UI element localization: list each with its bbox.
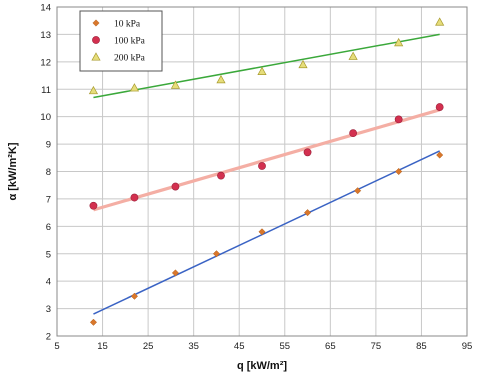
x-tick-labels: 5 15 25 35 45 55 65 75 85 95 (54, 341, 472, 352)
legend-marker-circle (92, 36, 100, 44)
data-point-triangle (170, 80, 181, 89)
data-point-diamond (354, 187, 362, 195)
fit-line-circle (93, 108, 441, 212)
legend-label: 100 kPa (114, 37, 146, 47)
fit-lines (93, 33, 441, 315)
legend-label: 10 kPa (114, 20, 141, 30)
legend-marker-triangle (91, 52, 101, 61)
y-tick-label: 8 (46, 167, 51, 178)
y-tick-label: 11 (41, 85, 51, 96)
data-point-circle (171, 182, 180, 191)
x-tick-label: 35 (188, 341, 199, 352)
data-point-circle (435, 103, 444, 111)
x-axis-title: q [kW/m²] (237, 360, 287, 372)
data-point-diamond (436, 151, 444, 159)
legend: 10 kPa 100 kPa 200 kPa (79, 10, 163, 72)
y-tick-label: 7 (46, 194, 51, 205)
data-point-diamond (89, 318, 97, 326)
fit-line-triangle (93, 33, 440, 99)
y-tick-label: 10 (40, 112, 51, 123)
fit-line-diamond (93, 150, 440, 315)
plot-area (56, 6, 468, 337)
x-tick-label: 65 (325, 341, 336, 352)
data-point-diamond (130, 292, 138, 300)
x-tick-label: 15 (97, 341, 108, 352)
y-tick-label: 9 (46, 140, 51, 151)
y-tick-label: 12 (40, 57, 51, 68)
data-point-circle (130, 193, 139, 202)
y-tick-label: 2 (46, 332, 51, 343)
y-tick-label: 4 (46, 277, 51, 288)
data-point-triangle (129, 83, 140, 92)
y-axis-title: α [kW/m²K] (7, 142, 19, 200)
y-tick-label: 14 (40, 3, 51, 14)
data-point-triangle (88, 85, 99, 95)
data-point-circle (394, 115, 403, 124)
x-tick-label: 75 (371, 341, 382, 352)
x-tick-label: 55 (279, 341, 290, 352)
data-point-triangle (257, 66, 267, 75)
y-tick-label: 13 (40, 30, 51, 41)
data-point-diamond (395, 167, 403, 176)
data-point-diamond (258, 228, 266, 236)
y-tick-label: 3 (46, 304, 51, 315)
y-tick-label: 6 (46, 222, 51, 233)
data-point-circle (349, 129, 358, 138)
data-point-triangle (348, 51, 358, 60)
data-point-triangle (435, 17, 445, 26)
data-point-triangle (216, 74, 226, 84)
x-tick-label: 45 (234, 341, 245, 352)
data-point-circle (303, 148, 312, 157)
y-tick-labels: 2 3 4 5 6 7 8 9 10 11 12 13 14 (40, 3, 51, 343)
legend-label: 200 kPa (114, 54, 146, 64)
legend-marker-diamond (92, 19, 100, 27)
data-point-diamond (171, 269, 179, 277)
x-tick-label: 5 (54, 341, 59, 352)
data-point-circle (89, 201, 98, 210)
data-markers (88, 17, 445, 326)
x-tick-label: 25 (143, 341, 154, 352)
x-tick-label: 95 (462, 341, 473, 352)
data-point-triangle (298, 59, 308, 69)
y-tick-label: 5 (46, 249, 51, 260)
data-point-diamond (212, 250, 220, 258)
data-point-diamond (304, 209, 312, 217)
x-tick-label: 85 (416, 341, 427, 352)
data-point-circle (217, 171, 225, 180)
data-point-circle (258, 162, 266, 170)
data-point-triangle (394, 37, 404, 47)
